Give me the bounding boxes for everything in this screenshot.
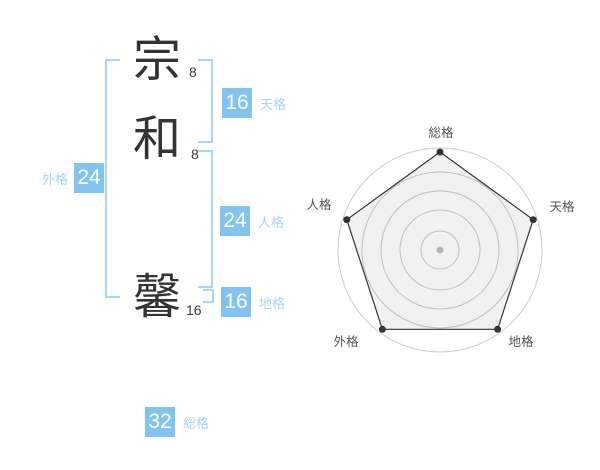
- meter-jinkaku: 24 人格: [220, 206, 284, 236]
- radar-data-point: [436, 148, 444, 156]
- radar-grid-ring: [420, 230, 460, 270]
- meter-tenkaku: 16 天格: [222, 88, 286, 118]
- meter-chikaku: 16 地格: [221, 287, 285, 317]
- radar-data-polygon: [346, 151, 534, 330]
- radar-grid-ring: [337, 147, 543, 353]
- meter-label-soukaku: 総格: [183, 415, 210, 431]
- radar-axis-label: 人格: [306, 197, 332, 212]
- radar-center-dot: [436, 246, 444, 254]
- badge-tenkaku: 16: [222, 88, 252, 118]
- kanji-char-1: 宗: [132, 34, 181, 87]
- stroke-count-3: 16: [186, 302, 202, 318]
- meter-label-chikaku: 地格: [259, 295, 286, 311]
- bracket-gaikaku: [105, 59, 120, 298]
- meter-label-gaikaku: 外格: [42, 171, 69, 187]
- radar-grid-ring: [399, 209, 481, 291]
- radar-grid-ring: [380, 190, 500, 310]
- radar-data-point: [343, 216, 351, 224]
- bracket-tenkaku: [198, 59, 213, 143]
- radar-data-point: [529, 216, 537, 224]
- radar-axis-label: 天格: [549, 199, 575, 214]
- meter-gaikaku: 外格 24: [42, 163, 105, 193]
- badge-jinkaku: 24: [220, 206, 250, 236]
- stroke-count-2: 8: [191, 146, 199, 162]
- meter-label-jinkaku: 人格: [258, 214, 285, 230]
- radar-grid-ring: [361, 171, 519, 329]
- radar-axis-label: 外格: [333, 334, 359, 349]
- radar-data-point: [378, 325, 386, 333]
- radar-axis-label: 地格: [508, 334, 534, 349]
- badge-chikaku: 16: [221, 287, 251, 317]
- bracket-jinkaku: [198, 150, 213, 288]
- badge-soukaku: 32: [145, 407, 175, 437]
- meter-label-tenkaku: 天格: [260, 96, 287, 112]
- meter-soukaku: 32 総格: [145, 407, 209, 437]
- bracket-chikaku: [203, 289, 214, 303]
- stroke-count-1: 8: [189, 64, 197, 80]
- radar-axis-label: 総格: [428, 125, 454, 140]
- badge-gaikaku: 24: [74, 163, 105, 193]
- kanji-char-3: 馨: [132, 271, 181, 324]
- radar-data-point: [494, 325, 502, 333]
- kanji-char-2: 和: [132, 113, 181, 166]
